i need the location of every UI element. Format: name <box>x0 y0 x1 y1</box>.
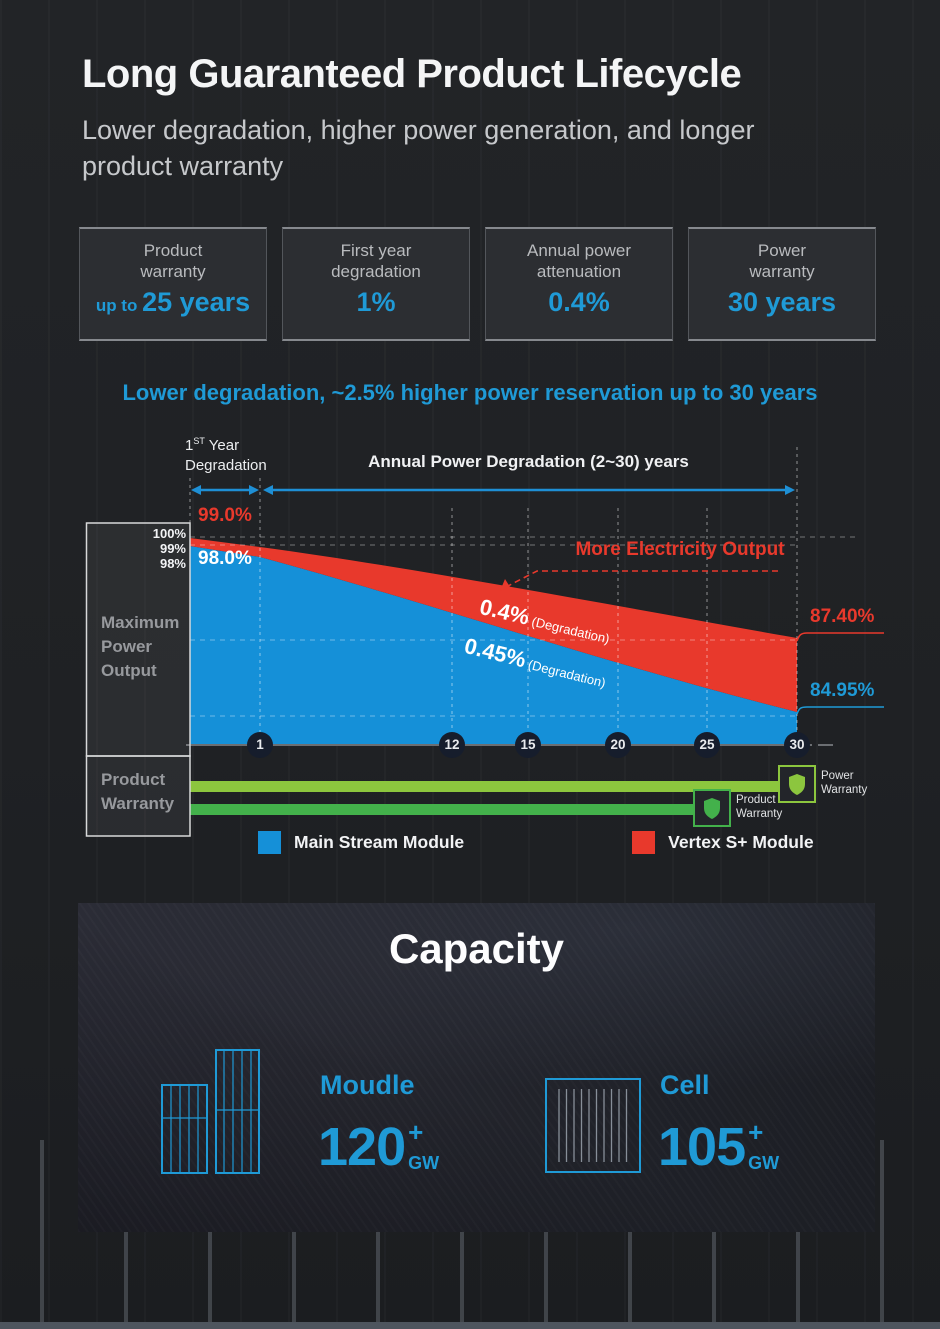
rate-value: 0.45% <box>461 633 529 673</box>
stat-product-warranty: Product warranty up to 25 years <box>79 227 267 341</box>
blue-swatch-icon <box>258 831 281 854</box>
stat-label: Product warranty <box>80 240 266 282</box>
stat-label-line: First year <box>340 241 412 260</box>
fy-num: 1 <box>185 437 194 454</box>
shield-icon <box>704 798 720 819</box>
product-warranty-label: Product Warranty <box>736 794 783 820</box>
capacity-module-label: Moudle <box>320 1070 415 1100</box>
stat-value-main: 30 years <box>727 287 837 317</box>
callout-arrowhead <box>500 579 510 591</box>
blue-end-line <box>796 706 884 715</box>
solar-module-icon <box>161 1049 260 1174</box>
x-tick: 20 <box>610 737 626 752</box>
plus-sign: + <box>748 1117 764 1147</box>
x-tick: 1 <box>256 737 264 752</box>
legend-item-mainstream: Main Stream Module <box>258 831 464 854</box>
stat-label: Annual power attenuation <box>486 240 672 282</box>
range-arrowheads <box>191 485 795 495</box>
page-subtitle: Lower degradation, higher power generati… <box>82 115 755 181</box>
stat-label-line: warranty <box>140 262 206 281</box>
chart-section-heading: Lower degradation, ~2.5% higher power re… <box>122 380 818 405</box>
stat-label-line: attenuation <box>536 262 622 281</box>
bottom-accent-bar <box>0 1322 940 1329</box>
mainstream-start-value: 98.0% <box>198 548 252 569</box>
stat-value-main: 1% <box>356 287 396 317</box>
stat-label: First year degradation <box>283 240 469 282</box>
plus-sign: + <box>408 1117 424 1147</box>
capacity-number: 105 <box>658 1117 746 1177</box>
capacity-cell-value: 105 + GW <box>658 1117 780 1177</box>
capacity-photo-panel <box>78 903 875 1232</box>
rate-suffix: (Degradation) <box>522 655 608 691</box>
unit-label: GW <box>748 1153 780 1173</box>
chart-legend: Main Stream Module Vertex S+ Module <box>0 831 940 854</box>
legend-item-vertex: Vertex S+ Module <box>632 831 814 854</box>
capacity-number: 120 <box>318 1117 406 1177</box>
more-output-callout <box>505 570 778 588</box>
fy-sup: ST <box>193 436 205 446</box>
capacity-cell-label: Cell <box>660 1070 710 1100</box>
stat-first-year-degradation: First year degradation 1% <box>282 227 470 341</box>
stat-label-line: warranty <box>749 262 815 281</box>
x-tick: 30 <box>789 737 805 752</box>
stat-label-line: Power <box>757 241 807 260</box>
rate-value: 0.4% <box>477 594 532 630</box>
vertex-end-value: 87.40% <box>810 606 875 627</box>
chart-title: Annual Power Degradation (2~30) years <box>368 452 689 471</box>
y-axis-box-label: Maximum Power Output <box>101 613 180 680</box>
x-tick: 25 <box>699 737 715 752</box>
stat-value: up to 25 years <box>80 287 266 318</box>
legend-label: Vertex S+ Module <box>668 832 814 852</box>
y-axis-ticks: 100% 99% 98% <box>128 526 186 571</box>
red-swatch-icon <box>632 831 656 854</box>
solar-cell-icon <box>545 1078 641 1173</box>
stat-value-main: 0.4% <box>548 287 610 317</box>
red-area <box>190 538 797 712</box>
stat-label-line: degradation <box>331 262 421 281</box>
unit-label: GW <box>408 1153 440 1173</box>
more-electricity-output-label: More Electricity Output <box>575 539 785 560</box>
stat-value: 1% <box>283 287 469 318</box>
stat-annual-power-attenuation: Annual power attenuation 0.4% <box>485 227 673 341</box>
rate-suffix: (Degradation) <box>526 613 612 647</box>
page-title: Long Guaranteed Product Lifecycle <box>82 52 742 96</box>
legend-label: Main Stream Module <box>294 832 465 852</box>
capacity-title: Capacity <box>388 925 565 972</box>
stats-row: Product warranty up to 25 years First ye… <box>79 227 876 341</box>
stat-value-main: 25 years <box>142 287 251 317</box>
stat-value: 0.4% <box>486 287 672 318</box>
shield-icon <box>789 774 805 795</box>
stat-value: 30 years <box>689 287 875 318</box>
stat-label-line: Annual power <box>527 241 631 260</box>
y-tick: 98% <box>159 556 186 571</box>
red-end-line <box>796 632 884 642</box>
stat-value-prefix: up to <box>95 296 143 315</box>
stat-label: Power warranty <box>689 240 875 282</box>
product-warranty-shield-badge <box>693 789 731 827</box>
warranty-box-label: Product Warranty <box>101 770 175 813</box>
power-warranty-bar <box>190 781 797 792</box>
x-tick: 15 <box>520 737 536 752</box>
x-tick: 12 <box>444 737 460 752</box>
product-warranty-bar <box>190 804 698 815</box>
mainstream-end-value: 84.95% <box>810 680 875 701</box>
stat-power-warranty: Power warranty 30 years <box>688 227 876 341</box>
power-warranty-label: Power Warranty <box>821 770 868 796</box>
fy-line2: Degradation <box>185 457 267 474</box>
fy-rest: Year <box>204 437 240 454</box>
stat-label-line: Product <box>143 241 203 260</box>
capacity-module-value: 120 + GW <box>318 1117 440 1177</box>
first-year-degradation-label: 1ST Year Degradation <box>185 431 267 476</box>
y-tick: 99% <box>159 541 186 556</box>
y-tick: 100% <box>152 526 186 541</box>
vertex-start-value: 99.0% <box>198 505 252 526</box>
